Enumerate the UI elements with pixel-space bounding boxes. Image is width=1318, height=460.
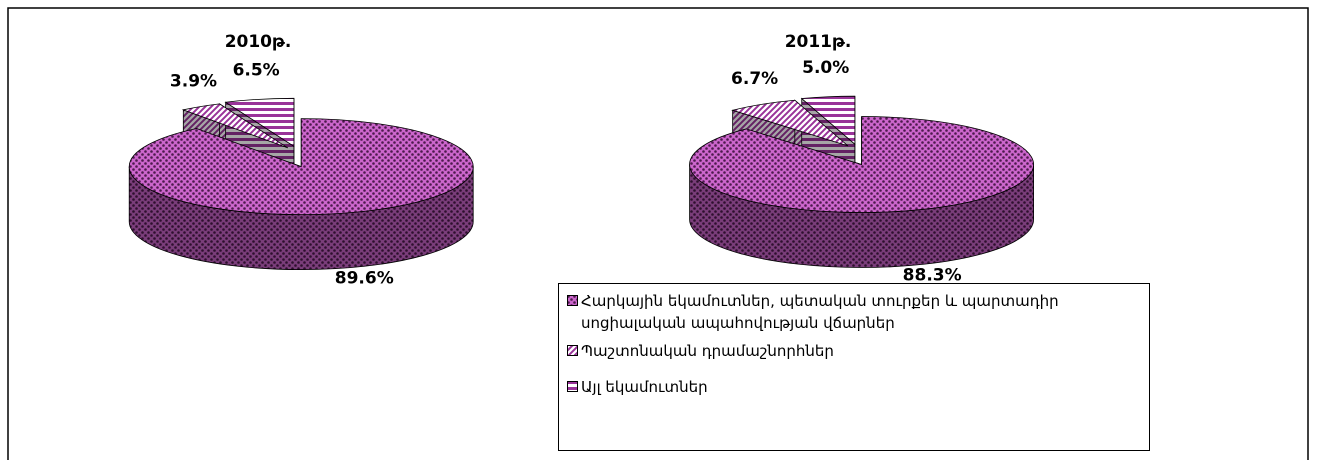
slice-tops <box>128 97 474 216</box>
slice-tops <box>689 95 1034 213</box>
pie-slice <box>224 97 295 148</box>
data-label: 6.7% <box>731 69 778 89</box>
pie-slice <box>128 118 474 216</box>
legend-label: Այլ եկամուտներ <box>581 378 708 396</box>
pie-slice <box>731 99 849 147</box>
pie-slice <box>181 103 289 149</box>
legend-label: Պաշտոնական դրամաշնորհներ <box>581 342 834 360</box>
data-label: 5.0% <box>802 58 849 78</box>
legend-swatch <box>567 295 578 306</box>
legend-item: Այլ եկամուտներ <box>567 376 1143 398</box>
legend: Հարկային եկամուտներ, պետական տուրքեր և պ… <box>558 283 1150 451</box>
legend-swatch <box>567 381 578 392</box>
data-label: 3.9% <box>170 71 217 91</box>
data-label: 6.5% <box>233 61 280 81</box>
legend-item: Պաշտոնական դրամաշնորհներ <box>567 340 1143 362</box>
legend-swatch <box>567 345 578 356</box>
chart-title: 2011թ. <box>785 32 852 52</box>
pie-slice <box>689 116 1034 213</box>
data-label: 89.6% <box>335 269 394 289</box>
chart-title: 2010թ. <box>225 32 292 52</box>
frame <box>7 7 1309 460</box>
legend-label: Հարկային եկամուտներ, պետական տուրքեր և պ… <box>581 292 1059 332</box>
data-label: 88.3% <box>903 266 962 286</box>
legend-item: Հարկային եկամուտներ, պետական տուրքեր և պ… <box>567 290 1143 334</box>
pie-slice <box>800 95 856 146</box>
